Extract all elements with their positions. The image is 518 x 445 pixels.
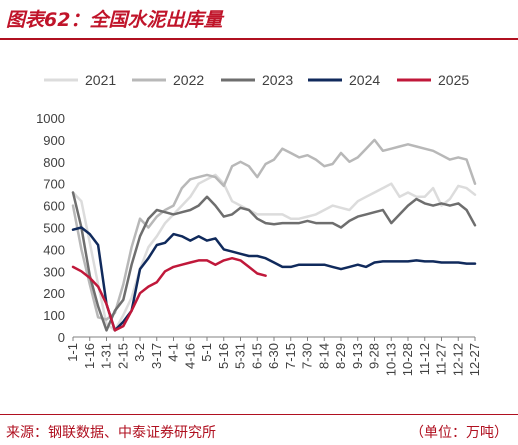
y-tick-label: 500 — [43, 221, 65, 236]
legend-label-2025: 2025 — [438, 72, 469, 88]
series-line-2025 — [71, 256, 267, 332]
x-tick-label: 1-31 — [99, 343, 114, 369]
y-tick-label: 400 — [43, 242, 65, 257]
x-tick-label: 7-30 — [300, 343, 315, 369]
x-tick-label: 12-27 — [467, 343, 482, 376]
x-tick-label: 2-15 — [115, 343, 130, 369]
y-tick-label: 700 — [43, 177, 65, 192]
footer-divider — [0, 414, 518, 415]
x-tick-label: 9-13 — [350, 343, 365, 369]
x-tick-label: 3-17 — [149, 343, 164, 369]
x-tick-label: 8-29 — [333, 343, 348, 369]
x-tick-label: 11-12 — [417, 343, 432, 375]
x-tick-label: 1-1 — [65, 343, 80, 362]
y-tick-label: 0 — [58, 330, 65, 345]
x-tick-label: 10-13 — [383, 343, 398, 376]
x-tick-label: 5-1 — [199, 343, 214, 362]
legend-label-2021: 2021 — [85, 72, 116, 88]
x-tick-label: 12-12 — [450, 343, 465, 376]
y-tick-label: 600 — [43, 199, 65, 214]
series-line-2023 — [71, 191, 477, 332]
x-tick-label: 9-28 — [367, 343, 382, 369]
x-tick-label: 11-27 — [434, 343, 449, 375]
y-tick-label: 200 — [43, 286, 65, 301]
series-line-2022 — [71, 138, 477, 321]
x-tick-label: 3-2 — [132, 343, 147, 362]
x-tick-label: 5-31 — [233, 343, 248, 369]
legend-label-2024: 2024 — [349, 72, 380, 88]
y-tick-label: 900 — [43, 133, 65, 148]
x-tick-label: 7-15 — [283, 343, 298, 369]
unit-note: （单位：万吨） — [410, 425, 508, 441]
x-tick-label: 4-16 — [182, 343, 197, 369]
chart-legend: 2021 2022 2023 2024 2025 — [44, 72, 469, 88]
figure-title: 图表62：全国水泥出库量 — [6, 9, 223, 31]
series-line-2024 — [71, 226, 477, 332]
legend-label-2022: 2022 — [173, 72, 204, 88]
y-tick-label: 100 — [43, 308, 65, 323]
x-tick-label: 6-30 — [266, 343, 281, 369]
y-tick-label: 800 — [43, 155, 65, 170]
title-divider — [0, 38, 518, 40]
chart-series — [71, 138, 477, 332]
y-tick-label: 300 — [43, 264, 65, 279]
line-chart: 2021 2022 2023 2024 2025 0 100 200 300 400 500 600… — [36, 72, 482, 376]
x-tick-label: 1-16 — [82, 343, 97, 369]
x-tick-label: 10-28 — [400, 343, 415, 376]
y-tick-label: 1000 — [36, 111, 65, 126]
x-tick-label: 5-16 — [216, 343, 231, 369]
source-note: 来源：钢联数据、中泰证券研究所 — [6, 425, 216, 441]
legend-label-2023: 2023 — [262, 72, 293, 88]
x-tick-label: 8-14 — [316, 343, 331, 369]
x-tick-label: 4-1 — [166, 343, 181, 362]
x-tick-label: 6-15 — [249, 343, 264, 369]
